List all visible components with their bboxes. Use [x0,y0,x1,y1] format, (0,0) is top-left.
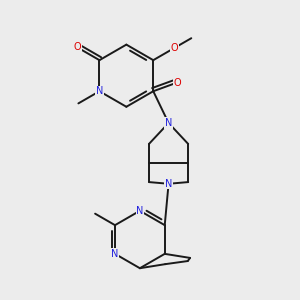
Text: O: O [173,78,181,88]
Text: N: N [96,86,103,96]
Text: O: O [170,43,178,53]
Text: N: N [136,206,144,216]
Text: N: N [165,118,172,128]
Text: N: N [111,249,119,259]
Text: O: O [74,43,81,52]
Text: N: N [165,179,172,189]
